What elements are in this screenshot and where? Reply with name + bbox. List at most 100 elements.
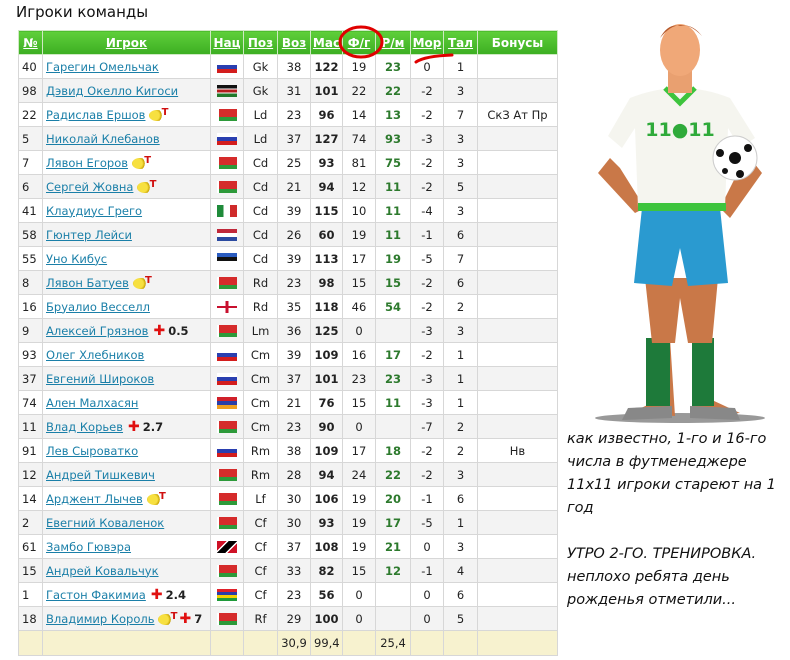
age: 23 <box>277 414 311 439</box>
flag-icon-nl <box>217 229 237 241</box>
sort-link[interactable]: № <box>23 35 38 50</box>
talent: 1 <box>443 510 478 535</box>
talent: 3 <box>443 534 478 559</box>
nationality-cell <box>210 150 244 175</box>
nationality-cell <box>210 582 244 607</box>
player-link[interactable]: Лявон Егоров <box>46 155 129 170</box>
player-link[interactable]: Дэвид Окелло Кигоси <box>46 83 179 98</box>
form: 10 <box>342 198 376 223</box>
sort-link[interactable]: Нац <box>213 35 241 50</box>
real-mastery <box>375 414 411 439</box>
player-link[interactable]: Сергей Жовна <box>46 179 134 194</box>
shirt-logo: 11●11 <box>645 119 714 141</box>
real-mastery: 23 <box>375 54 411 79</box>
nationality-cell <box>210 270 244 295</box>
form: 0 <box>342 318 376 343</box>
column-header-4[interactable]: Воз <box>277 30 311 55</box>
position: Rd <box>243 270 278 295</box>
player-name-cell: Дэвид Окелло Кигоси <box>42 78 211 103</box>
mastery: 109 <box>310 342 343 367</box>
flag-icon-by <box>217 517 237 529</box>
column-header-3[interactable]: Поз <box>243 30 278 55</box>
player-link[interactable]: Андрей Ковальчук <box>46 563 159 578</box>
player-number: 98 <box>18 78 43 103</box>
player-link[interactable]: Ален Малхасян <box>46 395 139 410</box>
column-label: Бонусы <box>491 35 544 50</box>
player-number: 1 <box>18 582 43 607</box>
bonuses <box>477 294 558 319</box>
column-header-6[interactable]: Ф/г <box>342 30 376 55</box>
age: 38 <box>277 438 311 463</box>
morale: 0 <box>410 54 444 79</box>
nationality-cell <box>210 78 244 103</box>
sort-link[interactable]: Воз <box>281 35 307 50</box>
nationality-cell <box>210 222 244 247</box>
player-link[interactable]: Арджент Лычев <box>46 491 143 506</box>
player-link[interactable]: Клаудиус Грего <box>46 203 143 218</box>
player-link[interactable]: Гарегин Омельчак <box>46 59 159 74</box>
player-link[interactable]: Лев Сыроватко <box>46 443 139 458</box>
player-link[interactable]: Радислав Ершов <box>46 107 146 122</box>
training-bonus-icon <box>146 491 166 505</box>
column-header-7[interactable]: Р/м <box>375 30 411 55</box>
position: Cm <box>243 414 278 439</box>
player-link[interactable]: Гюнтер Лейси <box>46 227 132 242</box>
player-link[interactable]: Николай Клебанов <box>46 131 160 146</box>
real-mastery: 18 <box>375 438 411 463</box>
position: Cf <box>243 510 278 535</box>
morale: -2 <box>410 174 444 199</box>
bonuses <box>477 150 558 175</box>
form: 19 <box>342 54 376 79</box>
sort-link[interactable]: Мор <box>412 35 442 50</box>
form: 19 <box>342 222 376 247</box>
player-name-cell: Гарегин Омельчак <box>42 54 211 79</box>
mastery: 94 <box>310 174 343 199</box>
column-header-2[interactable]: Нац <box>210 30 244 55</box>
position: Rm <box>243 462 278 487</box>
player-link[interactable]: Замбо Гювэра <box>46 539 132 554</box>
player-link[interactable]: Евгений Широков <box>46 371 155 386</box>
mastery: 101 <box>310 366 343 391</box>
player-number: 93 <box>18 342 43 367</box>
player-link[interactable]: Евегний Коваленок <box>46 515 165 530</box>
player-number: 5 <box>18 126 43 151</box>
column-header-0[interactable]: № <box>18 30 43 55</box>
bonuses <box>477 414 558 439</box>
column-header-1[interactable]: Игрок <box>42 30 211 55</box>
sort-link[interactable]: Поз <box>247 35 274 50</box>
player-link[interactable]: Лявон Батуев <box>46 275 129 290</box>
sort-link[interactable]: Тал <box>447 35 474 50</box>
real-mastery: 17 <box>375 510 411 535</box>
player-number: 61 <box>18 534 43 559</box>
column-header-8[interactable]: Мор <box>410 30 444 55</box>
sort-link[interactable]: Р/м <box>381 35 405 50</box>
sort-link[interactable]: Ф/г <box>347 35 371 50</box>
flag-icon-by <box>217 565 237 577</box>
player-link[interactable]: Алексей Грязнов <box>46 323 149 338</box>
age: 30 <box>277 486 311 511</box>
real-mastery <box>375 606 411 631</box>
player-link[interactable]: Андрей Тишкевич <box>46 467 155 482</box>
morale: -5 <box>410 510 444 535</box>
player-link[interactable]: Влад Корьев <box>46 419 124 434</box>
nationality-cell <box>210 534 244 559</box>
player-row: 2 Евегний Коваленок Cf 30 93 19 17 -5 1 <box>18 510 558 535</box>
column-header-9[interactable]: Тал <box>443 30 478 55</box>
age: 37 <box>277 366 311 391</box>
morale: -2 <box>410 462 444 487</box>
morale: -5 <box>410 246 444 271</box>
morale: -2 <box>410 342 444 367</box>
morale: -3 <box>410 366 444 391</box>
player-link[interactable]: Бруалио Весселл <box>46 299 150 314</box>
flag-icon-ee <box>217 253 237 265</box>
player-link[interactable]: Олег Хлебников <box>46 347 145 362</box>
player-link[interactable]: Владимир Король <box>46 611 155 626</box>
column-header-5[interactable]: Мас <box>310 30 343 55</box>
talent: 6 <box>443 486 478 511</box>
sort-link[interactable]: Игрок <box>105 35 148 50</box>
player-link[interactable]: Уно Кибус <box>46 251 108 266</box>
form: 0 <box>342 606 376 631</box>
player-link[interactable]: Гастон Факимиа <box>46 587 146 602</box>
sort-link[interactable]: Мас <box>312 35 341 50</box>
morale: -3 <box>410 318 444 343</box>
